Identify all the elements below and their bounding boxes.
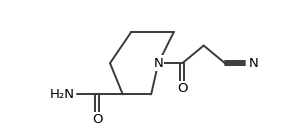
Text: O: O xyxy=(177,82,188,95)
Text: H₂N: H₂N xyxy=(50,88,75,101)
Text: N: N xyxy=(153,57,163,70)
Text: O: O xyxy=(92,113,103,126)
Text: N: N xyxy=(249,57,259,70)
